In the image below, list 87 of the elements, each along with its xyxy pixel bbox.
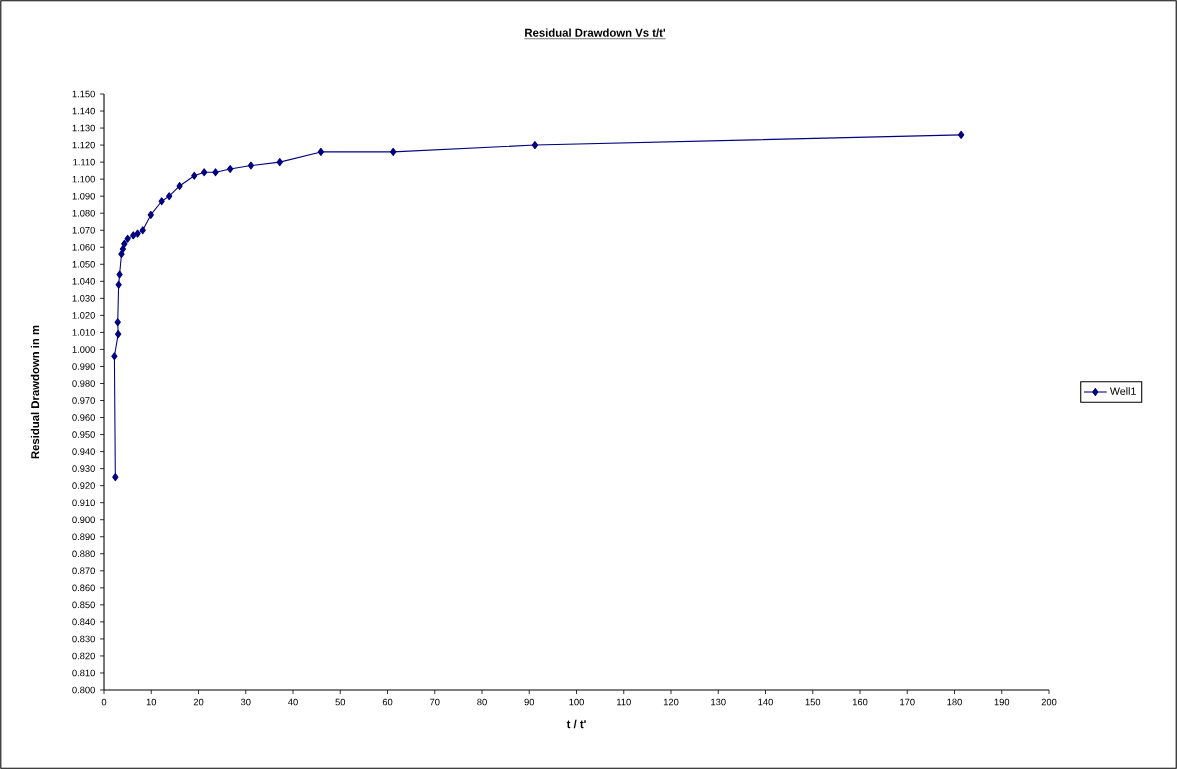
y-tick-label: 1.070: [72, 226, 95, 234]
x-tick-label: 60: [382, 698, 393, 706]
y-axis-title: Residual Drawdown in m: [30, 325, 40, 459]
y-tick-label: 1.000: [72, 346, 95, 353]
x-tick-label: 90: [524, 698, 535, 706]
legend-label: Well1: [1109, 387, 1136, 395]
point: [115, 280, 122, 289]
point: [114, 318, 121, 327]
y-tick-label: 1.140: [72, 107, 95, 115]
point: [112, 473, 119, 482]
y-tick-label: 1.120: [72, 141, 95, 149]
point: [139, 226, 146, 235]
point: [111, 352, 118, 361]
x-tick-label: 200: [1041, 698, 1057, 706]
point: [118, 250, 125, 259]
y-tick-label: 0.840: [72, 618, 95, 626]
point: [115, 330, 122, 339]
point: [116, 270, 123, 279]
y-tick-label: 0.960: [72, 414, 95, 421]
y-tick-label: 1.080: [72, 209, 95, 217]
x-tick-label: 120: [663, 698, 679, 706]
y-tick-label: 0.810: [72, 669, 95, 677]
point: [227, 164, 234, 173]
y-tick-label: 1.090: [72, 192, 95, 200]
y-tick-label: 0.940: [72, 448, 95, 455]
y-tick-label: 1.150: [72, 90, 95, 98]
point: [158, 197, 165, 206]
y-tick-label: 0.870: [72, 567, 95, 575]
point: [124, 234, 131, 243]
y-tick-label: 0.950: [72, 431, 95, 438]
y-tick-label: 0.800: [72, 686, 95, 694]
y-tick-label: 1.110: [73, 158, 95, 166]
x-tick-label: 140: [758, 698, 773, 706]
x-tick-label: 80: [477, 698, 487, 706]
y-tick-label: 0.830: [72, 635, 95, 643]
x-tick-label: 180: [947, 698, 962, 706]
point: [317, 147, 325, 156]
x-tick-label: 130: [711, 698, 726, 706]
y-tick-label: 1.100: [72, 175, 95, 183]
y-tick-label: 1.020: [72, 312, 95, 319]
y-tick-label: 1.010: [72, 329, 95, 336]
y-tick-label: 1.030: [72, 295, 95, 302]
y-tick-label: 0.820: [72, 652, 95, 660]
point: [276, 158, 283, 167]
y-tick-label: 0.970: [72, 397, 95, 404]
y-tick-label: 0.990: [72, 363, 95, 370]
x-tick-label: 160: [852, 698, 868, 706]
x-tick-label: 40: [288, 698, 298, 706]
y-tick-label: 0.910: [72, 499, 95, 506]
point: [390, 147, 397, 156]
y-tick-label: 1.060: [72, 243, 95, 251]
y-tick-label: 1.130: [72, 124, 95, 132]
point: [201, 168, 208, 177]
y-tick-label: 0.860: [72, 584, 95, 592]
y-tick-label: 0.880: [72, 550, 95, 558]
x-tick-label: 190: [994, 698, 1010, 706]
point: [166, 192, 173, 201]
point: [212, 168, 219, 177]
x-tick-label: 50: [335, 698, 346, 706]
point: [176, 181, 183, 190]
y-tick-label: 1.050: [72, 261, 95, 268]
x-tick-label: 20: [193, 698, 204, 706]
x-tick-label: 0: [101, 698, 107, 706]
y-tick-label: 0.930: [72, 465, 95, 472]
point: [247, 161, 255, 170]
y-tick-label: 0.850: [72, 601, 95, 609]
y-tick-label: 0.920: [72, 482, 95, 489]
y-tick-label: 1.040: [72, 278, 95, 285]
x-tick-label: 70: [430, 698, 440, 706]
x-tick-label: 100: [569, 698, 584, 706]
point: [191, 171, 198, 180]
y-tick-label: 0.980: [72, 380, 95, 387]
x-tick-label: 110: [617, 698, 631, 706]
x-tick-label: 170: [900, 698, 915, 706]
point: [957, 130, 965, 139]
point: [134, 229, 141, 238]
point: [531, 141, 539, 150]
x-axis-title: t / t': [566, 719, 586, 729]
point: [130, 231, 137, 240]
chart-title: Residual Drawdown Vs t/t': [525, 28, 666, 37]
x-tick-label: 30: [240, 698, 251, 706]
point: [121, 239, 128, 248]
y-tick-label: 0.890: [72, 533, 95, 541]
x-tick-label: 150: [805, 698, 821, 706]
y-tick-label: 0.900: [72, 516, 95, 524]
x-tick-label: 10: [146, 698, 157, 706]
point: [147, 210, 154, 219]
